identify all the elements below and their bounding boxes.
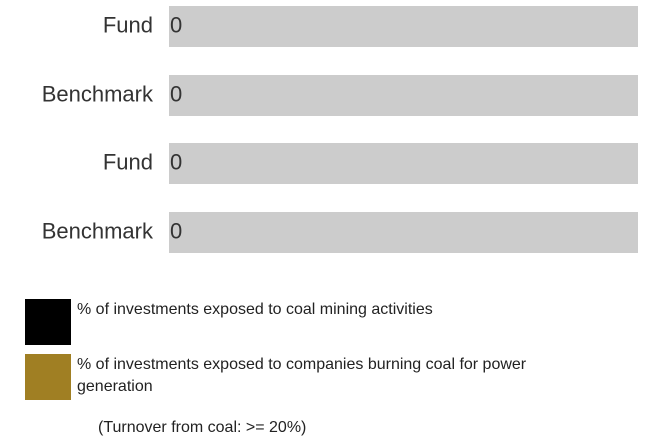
value-label: 0 — [170, 12, 182, 37]
value-label: 0 — [170, 149, 182, 174]
bar-track — [169, 75, 638, 116]
legend-swatch — [25, 299, 71, 345]
bar-track — [169, 6, 638, 47]
legend-swatch — [25, 354, 71, 400]
bar-track — [169, 143, 638, 184]
category-label: Benchmark — [42, 218, 154, 243]
category-label: Fund — [103, 12, 153, 37]
bar-track — [169, 212, 638, 253]
value-label: 0 — [170, 81, 182, 106]
note: (Turnover from coal: >= 20%) — [98, 419, 307, 436]
category-label: Benchmark — [42, 81, 154, 106]
category-label: Fund — [103, 149, 153, 174]
chart: Fund 0 Benchmark 0 Fund 0 Benchmark 0 — [42, 6, 638, 253]
legend-item: % of investments exposed to companies bu… — [25, 354, 587, 400]
value-label: 0 — [170, 218, 182, 243]
legend-label: % of investments exposed to companies bu… — [77, 356, 527, 395]
legend-item: % of investments exposed to coal mining … — [25, 299, 587, 345]
legend-label: % of investments exposed to coal mining … — [77, 301, 433, 318]
